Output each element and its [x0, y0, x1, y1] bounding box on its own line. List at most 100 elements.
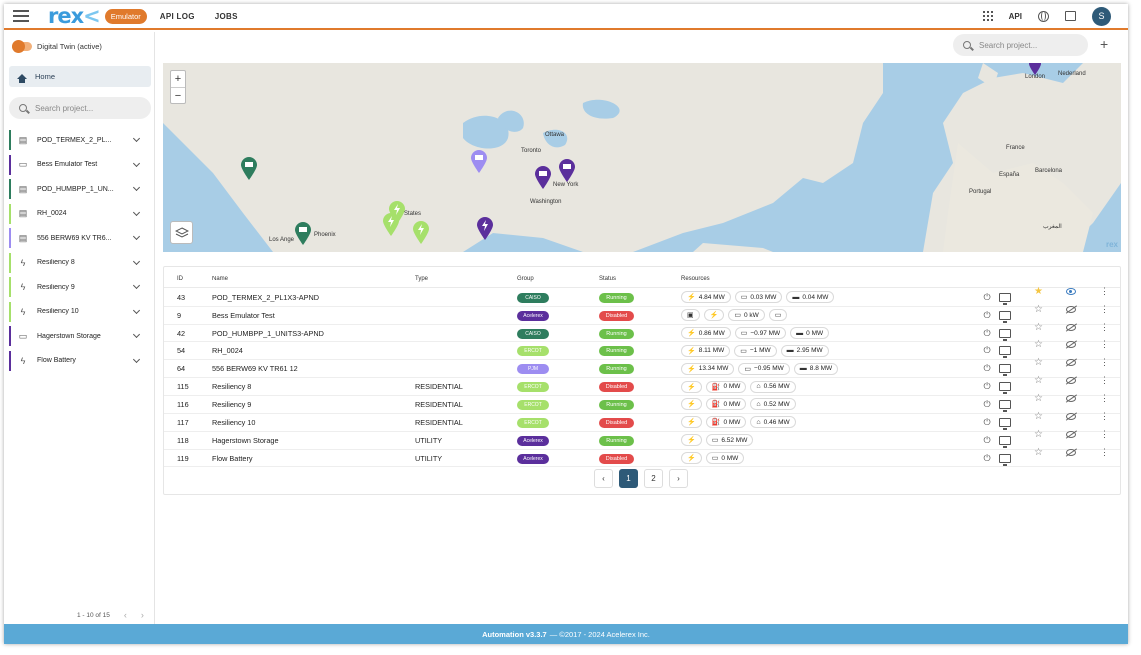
- more-vert-icon[interactable]: ⋮: [1100, 428, 1109, 439]
- map-pin-bess[interactable]: [534, 165, 552, 189]
- more-vert-icon[interactable]: ⋮: [1100, 410, 1109, 421]
- eye-off-icon[interactable]: [1066, 341, 1076, 349]
- chevron-down-icon[interactable]: [132, 232, 141, 241]
- page-1-button[interactable]: 1: [619, 469, 638, 488]
- menu-icon[interactable]: [13, 10, 29, 22]
- star-icon[interactable]: ☆: [1034, 321, 1043, 333]
- chevron-down-icon[interactable]: [132, 257, 141, 265]
- map-pin-humbpp[interactable]: [294, 221, 312, 245]
- chevron-down-icon[interactable]: [132, 306, 141, 314]
- map-pin-resiliency-8[interactable]: [388, 200, 406, 224]
- resource-chip[interactable]: ⌂ 0.52 MW: [750, 398, 796, 411]
- resource-chip[interactable]: ⛽ 0 MW: [705, 416, 747, 429]
- prev-page-button[interactable]: ‹: [594, 469, 613, 488]
- map-pin-resiliency-9[interactable]: [382, 212, 400, 236]
- resource-chip[interactable]: ▬ 0 MW: [790, 327, 830, 340]
- resource-chip[interactable]: ⛽ 0 MW: [705, 380, 747, 393]
- row-name[interactable]: Resiliency 9: [212, 399, 252, 409]
- resource-chip[interactable]: ▭ 6.52 MW: [705, 434, 754, 447]
- sidebar-item-project[interactable]: ▤ POD_HUMBPP_1_UN...: [9, 177, 151, 202]
- table-row[interactable]: 9 Bess Emulator Test Acelerex Disabled ▣ ⚡ ▭ 0 …: [164, 304, 1120, 325]
- resource-chip[interactable]: ⚡: [681, 416, 702, 429]
- monitor-icon[interactable]: [999, 364, 1011, 377]
- col-name[interactable]: Name: [212, 275, 229, 282]
- monitor-icon[interactable]: [999, 453, 1011, 466]
- sidebar-item-project[interactable]: ▤ 556 BERW69 KV TR6...: [9, 226, 151, 251]
- resource-chip[interactable]: ▬ 0.04 MW: [786, 291, 835, 304]
- table-row[interactable]: 115 Resiliency 8 RESIDENTIAL ERCOT Disabled ⚡…: [164, 375, 1120, 397]
- plug-icon[interactable]: ⏻: [983, 327, 991, 338]
- resource-chip[interactable]: ⚡ 0.86 MW: [681, 327, 731, 340]
- resource-chip[interactable]: ▭ −0.97 MW: [734, 327, 787, 340]
- monitor-icon[interactable]: [999, 292, 1011, 305]
- sidebar-item-project[interactable]: ▤ RH_0024: [9, 202, 151, 227]
- row-name[interactable]: POD_TERMEX_2_PL1X3-APND: [212, 292, 320, 302]
- row-name[interactable]: Hagerstown Storage: [212, 435, 279, 445]
- resource-chip[interactable]: ▭ −1 MW: [734, 344, 777, 357]
- row-name[interactable]: POD_HUMBPP_1_UNITS3-APND: [212, 328, 324, 338]
- resource-chip[interactable]: ⚡: [681, 380, 702, 393]
- more-vert-icon[interactable]: ⋮: [1100, 446, 1109, 457]
- monitor-icon[interactable]: [999, 435, 1011, 448]
- resource-chip[interactable]: ⛽ 0 MW: [705, 398, 747, 411]
- nav-api-log[interactable]: API LOG: [159, 11, 195, 21]
- star-icon[interactable]: ★: [1034, 285, 1043, 297]
- monitor-icon[interactable]: [999, 417, 1011, 430]
- resource-chip[interactable]: ▭ 0 kW: [728, 309, 765, 322]
- row-name[interactable]: 556 BERW69 KV TR61 12: [212, 364, 298, 374]
- eye-icon[interactable]: [1066, 287, 1076, 295]
- map-pin-london[interactable]: [1028, 63, 1042, 75]
- more-vert-icon[interactable]: ⋮: [1100, 392, 1109, 403]
- table-row[interactable]: 43 POD_TERMEX_2_PL1X3-APND CAISO Running ⚡ 4.…: [164, 285, 1120, 307]
- chevron-down-icon[interactable]: [132, 281, 141, 290]
- more-vert-icon[interactable]: ⋮: [1100, 321, 1109, 332]
- page-2-button[interactable]: 2: [644, 469, 663, 488]
- star-icon[interactable]: ☆: [1034, 428, 1043, 440]
- eye-off-icon[interactable]: [1066, 323, 1076, 331]
- plug-icon[interactable]: ⏻: [983, 309, 991, 320]
- star-icon[interactable]: ☆: [1034, 357, 1043, 369]
- main-search-input[interactable]: [979, 40, 1089, 50]
- resource-chip[interactable]: ▭ −0.95 MW: [738, 362, 790, 375]
- row-name[interactable]: Resiliency 10: [212, 417, 256, 427]
- table-row[interactable]: 116 Resiliency 9 RESIDENTIAL ERCOT Running ⚡ ⛽…: [164, 392, 1120, 414]
- star-icon[interactable]: ☆: [1034, 375, 1043, 387]
- sidebar-item-home[interactable]: Home: [9, 66, 151, 87]
- plug-icon[interactable]: ⏻: [983, 434, 991, 445]
- resource-chip[interactable]: ⌂ 0.46 MW: [750, 416, 796, 429]
- more-vert-icon[interactable]: ⋮: [1100, 375, 1109, 386]
- map-pin-flow-battery[interactable]: [476, 216, 494, 240]
- resource-chip[interactable]: ▭ 0.03 MW: [734, 291, 783, 304]
- digital-twin-toggle[interactable]: [12, 40, 32, 53]
- eye-off-icon[interactable]: [1066, 394, 1076, 402]
- sidebar-item-project[interactable]: ϟ Resiliency 9: [9, 275, 151, 300]
- chevron-down-icon[interactable]: [132, 159, 141, 167]
- plug-icon[interactable]: ⏻: [983, 345, 991, 356]
- resource-chip[interactable]: ▭ 0 MW: [705, 452, 745, 465]
- resource-chip[interactable]: ⚡ 8.11 MW: [681, 344, 731, 357]
- plug-icon[interactable]: ⏻: [983, 291, 991, 302]
- monitor-icon[interactable]: [999, 382, 1011, 395]
- globe-icon[interactable]: [1038, 10, 1049, 22]
- chevron-down-icon[interactable]: [132, 330, 141, 339]
- resource-chip[interactable]: ⚡: [703, 309, 725, 322]
- sidebar-item-project[interactable]: ϟ Resiliency 10: [9, 300, 151, 325]
- zoom-out-button[interactable]: −: [171, 87, 185, 103]
- sidebar-item-project[interactable]: ▤ POD_TERMEX_2_PL...: [9, 128, 151, 153]
- sidebar-search-input[interactable]: [35, 103, 145, 113]
- table-row[interactable]: 42 POD_HUMBPP_1_UNITS3-APND CAISO Running ⚡ 0…: [164, 321, 1120, 343]
- prev-page-icon[interactable]: ‹: [123, 610, 127, 620]
- eye-off-icon[interactable]: [1066, 448, 1076, 456]
- col-id[interactable]: ID: [177, 275, 183, 282]
- add-project-button[interactable]: +: [1100, 36, 1109, 52]
- row-name[interactable]: Flow Battery: [212, 453, 253, 463]
- plug-icon[interactable]: ⏻: [983, 381, 991, 392]
- monitor-icon[interactable]: [999, 328, 1011, 341]
- col-group[interactable]: Group: [517, 275, 534, 282]
- eye-off-icon[interactable]: [1066, 412, 1076, 420]
- resource-chip[interactable]: ⚡ 13.34 MW: [681, 362, 735, 375]
- star-icon[interactable]: ☆: [1034, 410, 1043, 422]
- star-icon[interactable]: ☆: [1034, 339, 1043, 351]
- row-name[interactable]: Resiliency 8: [212, 382, 252, 392]
- map-pin-berw69[interactable]: [470, 149, 488, 173]
